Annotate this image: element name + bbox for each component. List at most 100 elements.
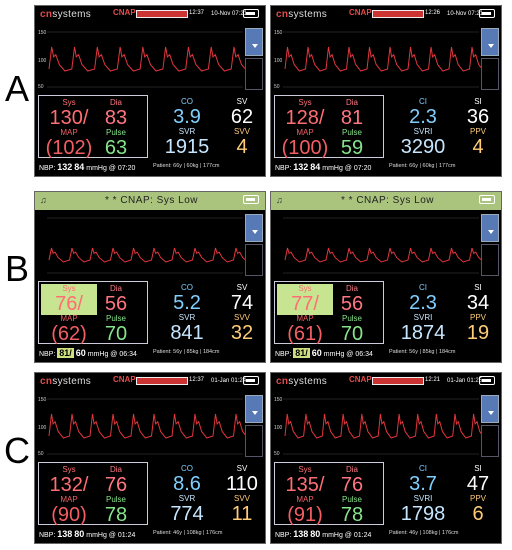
bp-waveform: 150 100 50	[274, 30, 481, 90]
side-panel[interactable]	[481, 395, 499, 457]
dia-param: Dia 83	[97, 98, 135, 129]
trend-thumbnail[interactable]	[245, 395, 263, 423]
nbp-time: mmHg @ 01:24	[86, 532, 136, 539]
header-timer: 12:37	[189, 377, 205, 383]
sys-label: Sys	[298, 98, 312, 107]
scale-50: 50	[38, 451, 44, 457]
param-4-value: 4	[472, 136, 484, 158]
dia-label: Dia	[109, 284, 122, 293]
param-4: SVV 11	[223, 494, 261, 525]
nbp-dia: 80	[74, 529, 85, 539]
mini-trend	[245, 425, 263, 457]
nbp-label: NBP:	[39, 532, 56, 539]
scale-50: 50	[38, 84, 44, 90]
waveform-trace	[284, 413, 481, 439]
sys-param: Sys 77/	[277, 284, 333, 315]
nbp-readout[interactable]: NBP: 81/ 60 mmHg @ 06:34	[39, 348, 137, 358]
cnap-logo: CNAP	[113, 8, 136, 17]
nbp-readout[interactable]: NBP: 138 80 mmHg @ 01:24	[275, 529, 371, 539]
pulse-label: Pulse	[341, 495, 362, 504]
nbp-readout[interactable]: NBP: 81/ 60 mmHg @ 06:34	[275, 348, 373, 358]
side-panel[interactable]	[481, 28, 499, 90]
param-1-label: CI	[419, 464, 427, 473]
side-panel[interactable]	[481, 214, 499, 276]
patient-info[interactable]: Patient: 66y | 60kg | 177cm	[153, 163, 220, 169]
sys-label: Sys	[298, 465, 312, 474]
pulse-label: Pulse	[105, 495, 126, 504]
side-panel[interactable]	[245, 395, 263, 457]
nbp-readout[interactable]: NBP: 132 84 mmHg @ 07:20	[275, 162, 371, 172]
trend-thumbnail[interactable]	[481, 214, 499, 242]
map-value: (91)	[287, 504, 323, 526]
pulse-param: Pulse 63	[97, 128, 135, 159]
param-1-label: CI	[419, 283, 427, 292]
dia-param: Dia 81	[333, 98, 371, 129]
pulse-value: 70	[104, 323, 128, 345]
param-4-value: 11	[231, 503, 253, 525]
param-1-value: 8.6	[173, 473, 201, 495]
alarm-bell-icon[interactable]: ♫	[40, 195, 47, 205]
cnap-calibration-bar	[136, 377, 188, 385]
scale-100: 100	[274, 58, 283, 64]
sys-param: Sys 132/	[41, 465, 97, 496]
dia-param: Dia 76	[333, 465, 371, 496]
nbp-readout[interactable]: NBP: 132 84 mmHg @ 07:20	[39, 162, 135, 172]
header-timer: 12:26	[425, 10, 441, 16]
dia-param: Dia 56	[333, 284, 371, 315]
header-date: 01-Jan 01:24	[211, 378, 247, 384]
param-4-label: PPV	[469, 494, 486, 503]
param-2: SV 110	[223, 464, 261, 495]
nbp-time: mmHg @ 01:24	[322, 532, 372, 539]
patient-info[interactable]: Patient: 56y | 85kg | 184cm	[389, 349, 456, 355]
map-label: MAP	[296, 314, 314, 323]
param-1-label: CI	[419, 97, 427, 106]
waveform-trace	[284, 46, 481, 72]
sys-value: 132/	[49, 474, 89, 496]
trend-thumbnail[interactable]	[245, 28, 263, 56]
side-panel[interactable]	[245, 28, 263, 90]
param-1-value: 2.3	[409, 292, 437, 314]
hemodynamics-panel: CI 2.3 SI 36 SVRI 3290 PPV 4	[387, 95, 499, 158]
patient-info[interactable]: Patient: 46y | 108kg | 176cm	[389, 530, 459, 536]
param-3: SVR 1915	[151, 127, 223, 158]
trend-thumbnail[interactable]	[481, 28, 499, 56]
patient-info[interactable]: Patient: 46y | 108kg | 176cm	[153, 530, 223, 536]
sys-value: 77/	[291, 293, 319, 315]
trend-thumbnail[interactable]	[245, 214, 263, 242]
battery-icon	[479, 195, 495, 204]
pulse-param: Pulse 78	[97, 495, 135, 526]
nbp-sys: 138	[57, 529, 73, 539]
nbp-sys: 132	[57, 162, 73, 172]
patient-info[interactable]: Patient: 56y | 85kg | 184cm	[153, 349, 220, 355]
sys-label: Sys	[62, 465, 76, 474]
param-2-label: SI	[474, 97, 482, 106]
chevron-down-icon	[252, 411, 258, 415]
param-4: SVV 32	[223, 313, 261, 344]
nbp-sys: 132	[293, 162, 309, 172]
param-2-value: 36	[466, 106, 490, 128]
monitor-header: cnsystems CNAP 12:37 01-Jan 01:24	[35, 373, 265, 391]
sys-label: Sys	[62, 284, 76, 293]
side-panel[interactable]	[245, 214, 263, 276]
param-1-value: 3.9	[173, 106, 201, 128]
monitor-b-left: ♫ * * CNAP: Sys Low Sys 76/ Dia	[34, 191, 266, 363]
map-label: MAP	[60, 495, 78, 504]
pulse-value: 63	[104, 137, 128, 159]
dia-value: 76	[104, 474, 128, 496]
alarm-bell-icon[interactable]: ♫	[276, 195, 283, 205]
patient-info[interactable]: Patient: 66y | 60kg | 177cm	[389, 163, 456, 169]
nbp-readout[interactable]: NBP: 138 80 mmHg @ 01:24	[39, 529, 135, 539]
monitor-a-right: cnsystems CNAP 12:26 10-Nov 07:21 150 10…	[270, 5, 502, 177]
nbp-time: mmHg @ 06:34	[323, 351, 373, 358]
hemodynamics-panel: CO 8.6 SV 110 SVR 774 SVV 11	[151, 462, 263, 525]
param-1-label: CO	[181, 283, 193, 292]
trend-thumbnail[interactable]	[481, 395, 499, 423]
waveform-trace	[48, 46, 245, 72]
map-label: MAP	[60, 314, 78, 323]
chevron-down-icon	[488, 44, 494, 48]
dia-label: Dia	[345, 284, 358, 293]
bp-waveform: 150 100 50	[274, 397, 481, 457]
map-label: MAP	[296, 495, 314, 504]
param-2-value: 34	[466, 292, 490, 314]
sys-value: 128/	[285, 107, 325, 129]
